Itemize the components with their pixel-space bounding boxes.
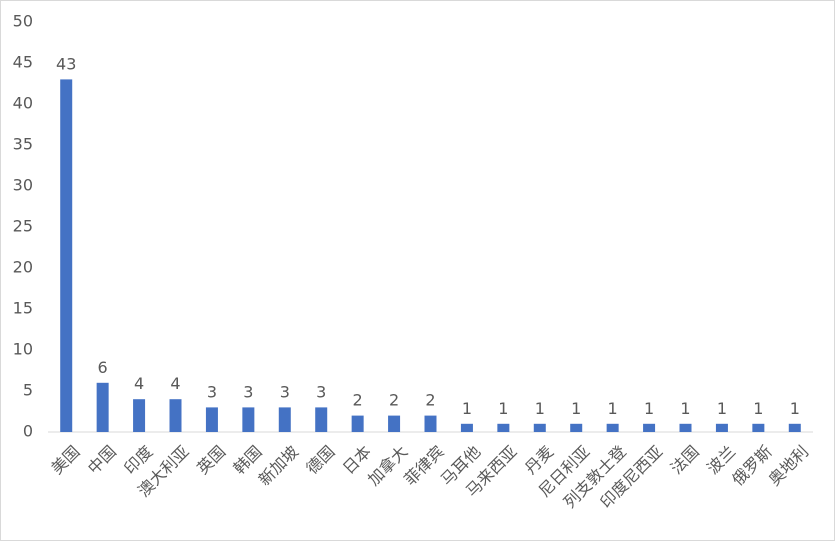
bar [533,423,546,432]
data-label: 1 [498,399,508,418]
bar [315,407,328,432]
data-label: 1 [753,399,763,418]
data-label: 1 [571,399,581,418]
data-label: 3 [280,382,290,401]
y-tick-label: 25 [13,217,33,236]
bar [278,407,291,432]
bar [497,423,510,432]
data-label: 1 [535,399,545,418]
bar [133,399,146,432]
bar [169,399,182,432]
data-label: 1 [717,399,727,418]
data-label: 2 [425,391,435,410]
bar [679,423,692,432]
data-label: 2 [353,391,363,410]
bar [788,423,801,432]
y-tick-label: 20 [13,258,33,277]
data-label: 1 [790,399,800,418]
data-label: 4 [170,374,180,393]
bar [351,415,364,432]
bar [460,423,473,432]
y-tick-label: 35 [13,135,33,154]
y-tick-label: 5 [23,381,33,400]
y-tick-label: 30 [13,176,33,195]
data-label: 2 [389,391,399,410]
bar [752,423,765,432]
data-label: 3 [243,382,253,401]
data-label: 3 [316,382,326,401]
bar [205,407,218,432]
data-label: 43 [56,54,76,73]
bar [60,79,73,433]
y-tick-label: 10 [13,340,33,359]
y-tick-label: 15 [13,299,33,318]
data-label: 1 [680,399,690,418]
bar [424,415,437,432]
data-label: 3 [207,382,217,401]
y-tick-label: 0 [23,422,33,441]
bar [96,382,109,432]
y-tick-label: 40 [13,94,33,113]
data-label: 1 [462,399,472,418]
data-label: 4 [134,374,144,393]
bar [715,423,728,432]
data-label: 1 [608,399,618,418]
bar [643,423,656,432]
bar [242,407,255,432]
bar [570,423,583,432]
data-label: 1 [644,399,654,418]
y-tick-label: 45 [13,53,33,72]
bar [606,423,619,432]
y-tick-label: 50 [13,12,33,31]
bar [388,415,401,432]
data-label: 6 [98,358,108,377]
